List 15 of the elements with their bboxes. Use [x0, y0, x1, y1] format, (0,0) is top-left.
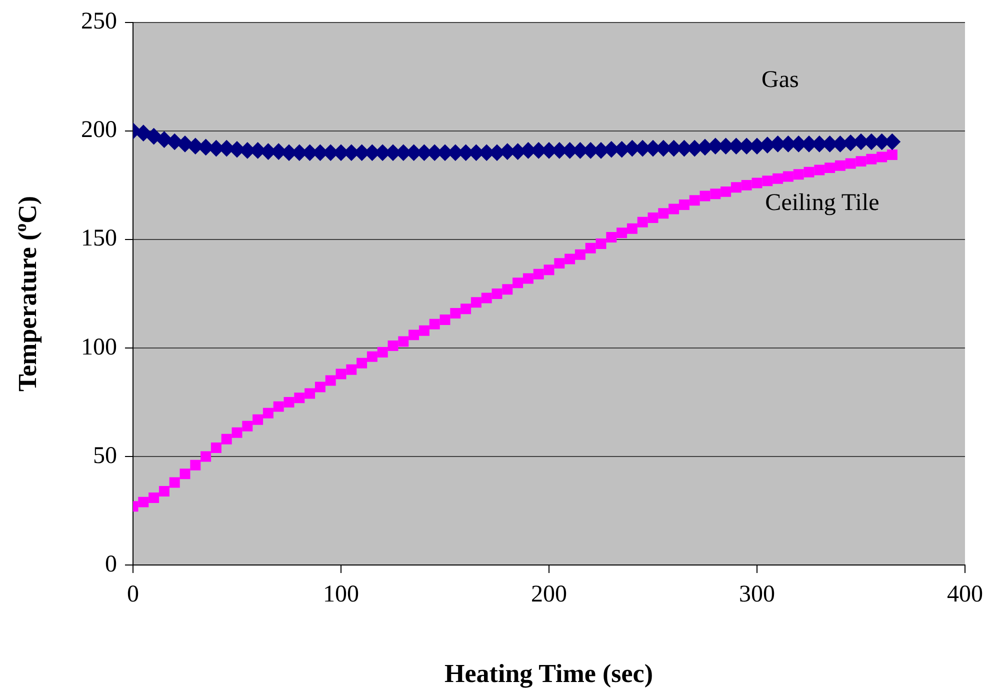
y-tick-label: 0: [105, 551, 117, 578]
x-tick-label: 100: [323, 582, 359, 608]
x-tick-label: 0: [127, 582, 139, 608]
y-tick-label: 100: [81, 334, 117, 360]
y-tick-label: 250: [81, 8, 117, 35]
y-tick-label: 200: [81, 117, 117, 144]
x-axis-title: Heating Time (sec): [444, 659, 653, 688]
y-tick-label: 50: [93, 442, 117, 469]
series-label: Gas: [762, 66, 799, 93]
x-tick-label: 300: [739, 582, 775, 608]
y-axis-title: Temperature (oC): [11, 196, 42, 392]
series-label: Ceiling Tile: [765, 190, 880, 216]
x-tick-label: 200: [531, 582, 567, 608]
y-tick-label: 150: [81, 226, 117, 252]
x-tick-label: 400: [947, 582, 983, 608]
